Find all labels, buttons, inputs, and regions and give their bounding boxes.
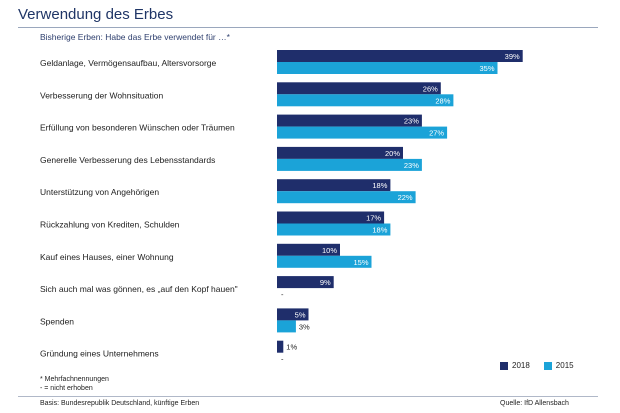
category-label: Unterstützung von Angehörigen xyxy=(40,187,159,197)
legend-label-2015: 2015 xyxy=(555,361,574,370)
bar-2018 xyxy=(277,308,309,321)
legend: 2018 2015 xyxy=(500,361,574,370)
value-label-2018: 17% xyxy=(366,214,381,223)
legend-label-2018: 2018 xyxy=(512,361,530,370)
bar-2015 xyxy=(277,126,448,139)
legend-item-2018: 2018 xyxy=(500,361,530,370)
value-label-2018: 26% xyxy=(423,84,438,93)
bar-2018 xyxy=(277,243,340,256)
bar-2018 xyxy=(277,179,391,192)
category-label: Kauf eines Hauses, einer Wohnung xyxy=(40,252,174,262)
bar-2018 xyxy=(277,146,403,159)
value-label-2018: 39% xyxy=(505,52,520,61)
category-label: Spenden xyxy=(40,316,74,326)
value-label-2015: 3% xyxy=(299,322,310,331)
value-label-2018: 10% xyxy=(322,246,337,255)
bar-2018 xyxy=(277,211,385,224)
chart-subtitle: Bisherige Erben: Habe das Erbe verwendet… xyxy=(40,32,230,42)
footer-source: Quelle: IfD Allensbach xyxy=(500,400,569,407)
value-label-2015: - xyxy=(281,290,284,299)
bar-2018 xyxy=(277,114,422,127)
chart-title: Verwendung des Erbes xyxy=(18,6,174,23)
legend-swatch-2018 xyxy=(500,361,508,370)
value-label-2018: 1% xyxy=(286,343,297,352)
value-label-2018: 9% xyxy=(320,278,331,287)
bar-2018 xyxy=(277,276,334,289)
category-label: Erfüllung von besonderen Wünschen oder T… xyxy=(40,123,235,133)
legend-swatch-2015 xyxy=(543,361,552,370)
value-label-2018: 5% xyxy=(295,310,306,319)
bar-2015 xyxy=(277,94,454,107)
category-label: Verbesserung der Wohnsituation xyxy=(40,90,163,100)
bar-2015 xyxy=(277,223,391,236)
footer-basis: Basis: Bundesrepublik Deutschland, künft… xyxy=(40,400,200,407)
bar-2018 xyxy=(277,82,441,95)
value-label-2018: 20% xyxy=(385,149,400,158)
value-label-2018: 23% xyxy=(404,117,419,126)
value-label-2015: 18% xyxy=(372,226,387,235)
bar-2015 xyxy=(277,255,372,268)
value-label-2015: 15% xyxy=(353,258,368,267)
value-label-2015: 23% xyxy=(404,161,419,170)
bars-group: Geldanlage, Vermögensaufbau, Altersvorso… xyxy=(40,50,523,364)
bar-2018 xyxy=(277,50,523,62)
bar-2015 xyxy=(277,191,416,204)
bar-2015 xyxy=(277,62,498,74)
bar-2015 xyxy=(277,320,296,333)
value-label-2015: 22% xyxy=(398,193,413,202)
category-label: Geldanlage, Vermögensaufbau, Altersvorso… xyxy=(40,58,217,68)
note-multiple-answers: * Mehrfachnennungen xyxy=(40,376,109,383)
value-label-2015: 35% xyxy=(479,64,494,73)
value-label-2015: 27% xyxy=(429,129,444,138)
legend-item-2015: 2015 xyxy=(543,361,574,370)
bar-2015 xyxy=(277,158,422,171)
footer-divider xyxy=(18,396,598,397)
category-label: Generelle Verbesserung des Lebensstandar… xyxy=(40,155,215,165)
value-label-2015: 28% xyxy=(435,96,450,105)
category-label: Rückzahlung von Krediten, Schulden xyxy=(40,220,180,230)
note-not-collected: - = nicht erhoben xyxy=(40,385,93,392)
value-label-2018: 18% xyxy=(372,181,387,190)
title-divider xyxy=(18,27,598,28)
category-label: Gründung eines Unternehmens xyxy=(40,349,159,359)
value-label-2015: - xyxy=(281,355,284,364)
category-label: Sich auch mal was gönnen, es „auf den Ko… xyxy=(40,284,238,294)
bar-2018 xyxy=(277,340,284,353)
